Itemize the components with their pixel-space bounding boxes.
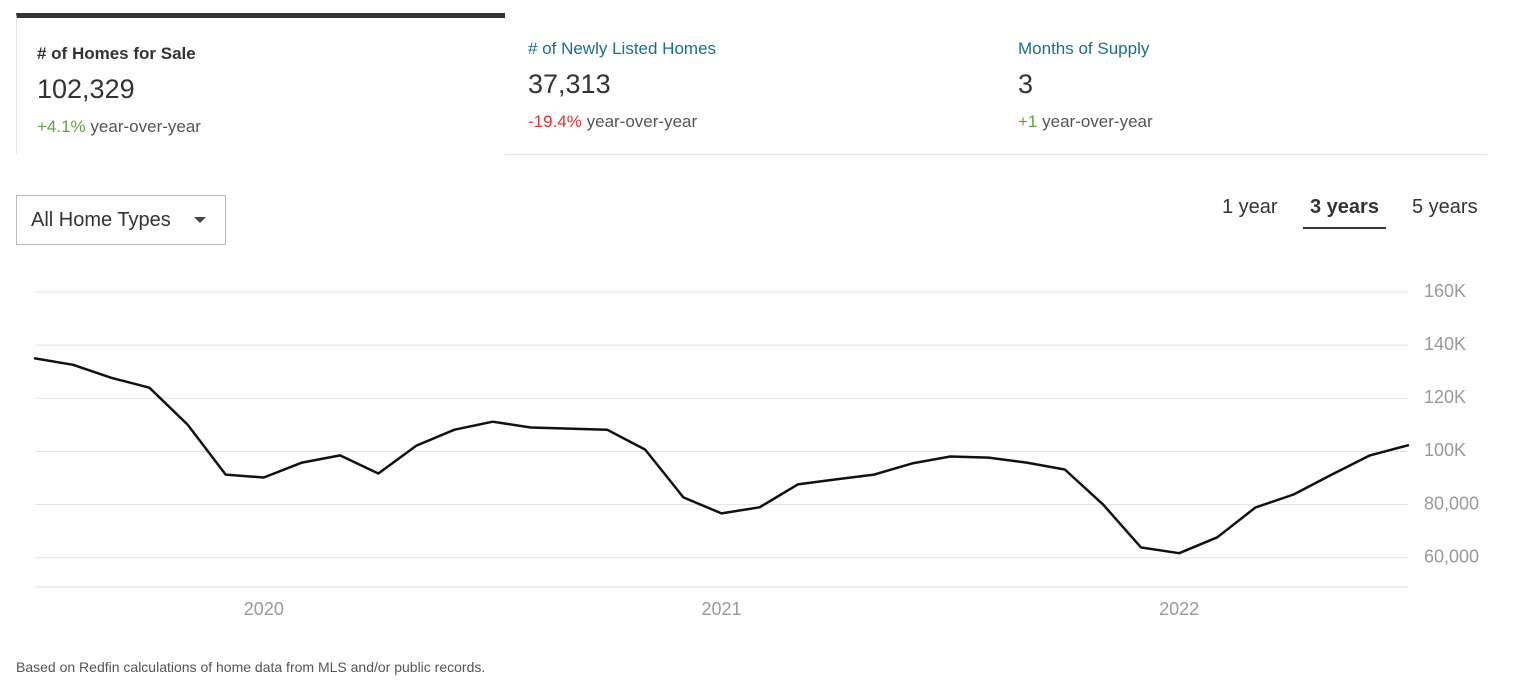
range-button[interactable]: 5 years [1412,196,1478,218]
tab-change-suffix: year-over-year [1042,112,1153,131]
metric-tab[interactable]: # of Homes for Sale 102,329 +4.1% year-o… [16,13,505,154]
range-button[interactable]: 3 years [1303,196,1386,229]
range-button[interactable]: 1 year [1222,196,1278,218]
x-tick-label: 2021 [701,599,741,619]
metric-tab[interactable]: # of Newly Listed Homes 37,313 -19.4% ye… [508,13,997,154]
x-tick-label: 2020 [244,599,284,619]
y-tick-label: 60,000 [1424,547,1479,567]
tab-title: # of Newly Listed Homes [528,39,717,58]
dropdown-label: All Home Types [31,209,171,231]
x-tick-label: 2022 [1159,599,1199,619]
y-tick-label: 100K [1424,440,1466,460]
home-type-dropdown[interactable]: All Home Types [16,195,226,245]
tab-change: -19.4% [528,112,582,131]
tab-change-suffix: year-over-year [586,112,698,131]
y-tick-label: 80,000 [1424,493,1479,513]
footnote: Based on Redfin calculations of home dat… [16,659,486,675]
caret [194,217,206,229]
tab-title: # of Homes for Sale [37,44,196,63]
tab-value: 3 [1018,69,1034,99]
tab-change: +4.1% [37,117,86,136]
metric-tab[interactable]: Months of Supply 3 +1 year-over-year [998,13,1487,154]
y-tick-label: 120K [1424,387,1466,407]
tab-title: Months of Supply [1018,39,1150,58]
tab-value: 102,329 [37,74,135,104]
data-line [33,357,1410,555]
tab-change-suffix: year-over-year [90,117,201,136]
tab-change: +1 [1018,112,1038,131]
tab-value: 37,313 [528,69,611,99]
y-tick-label: 160K [1424,281,1466,301]
y-tick-label: 140K [1424,334,1466,354]
tab-divider [505,154,1487,155]
